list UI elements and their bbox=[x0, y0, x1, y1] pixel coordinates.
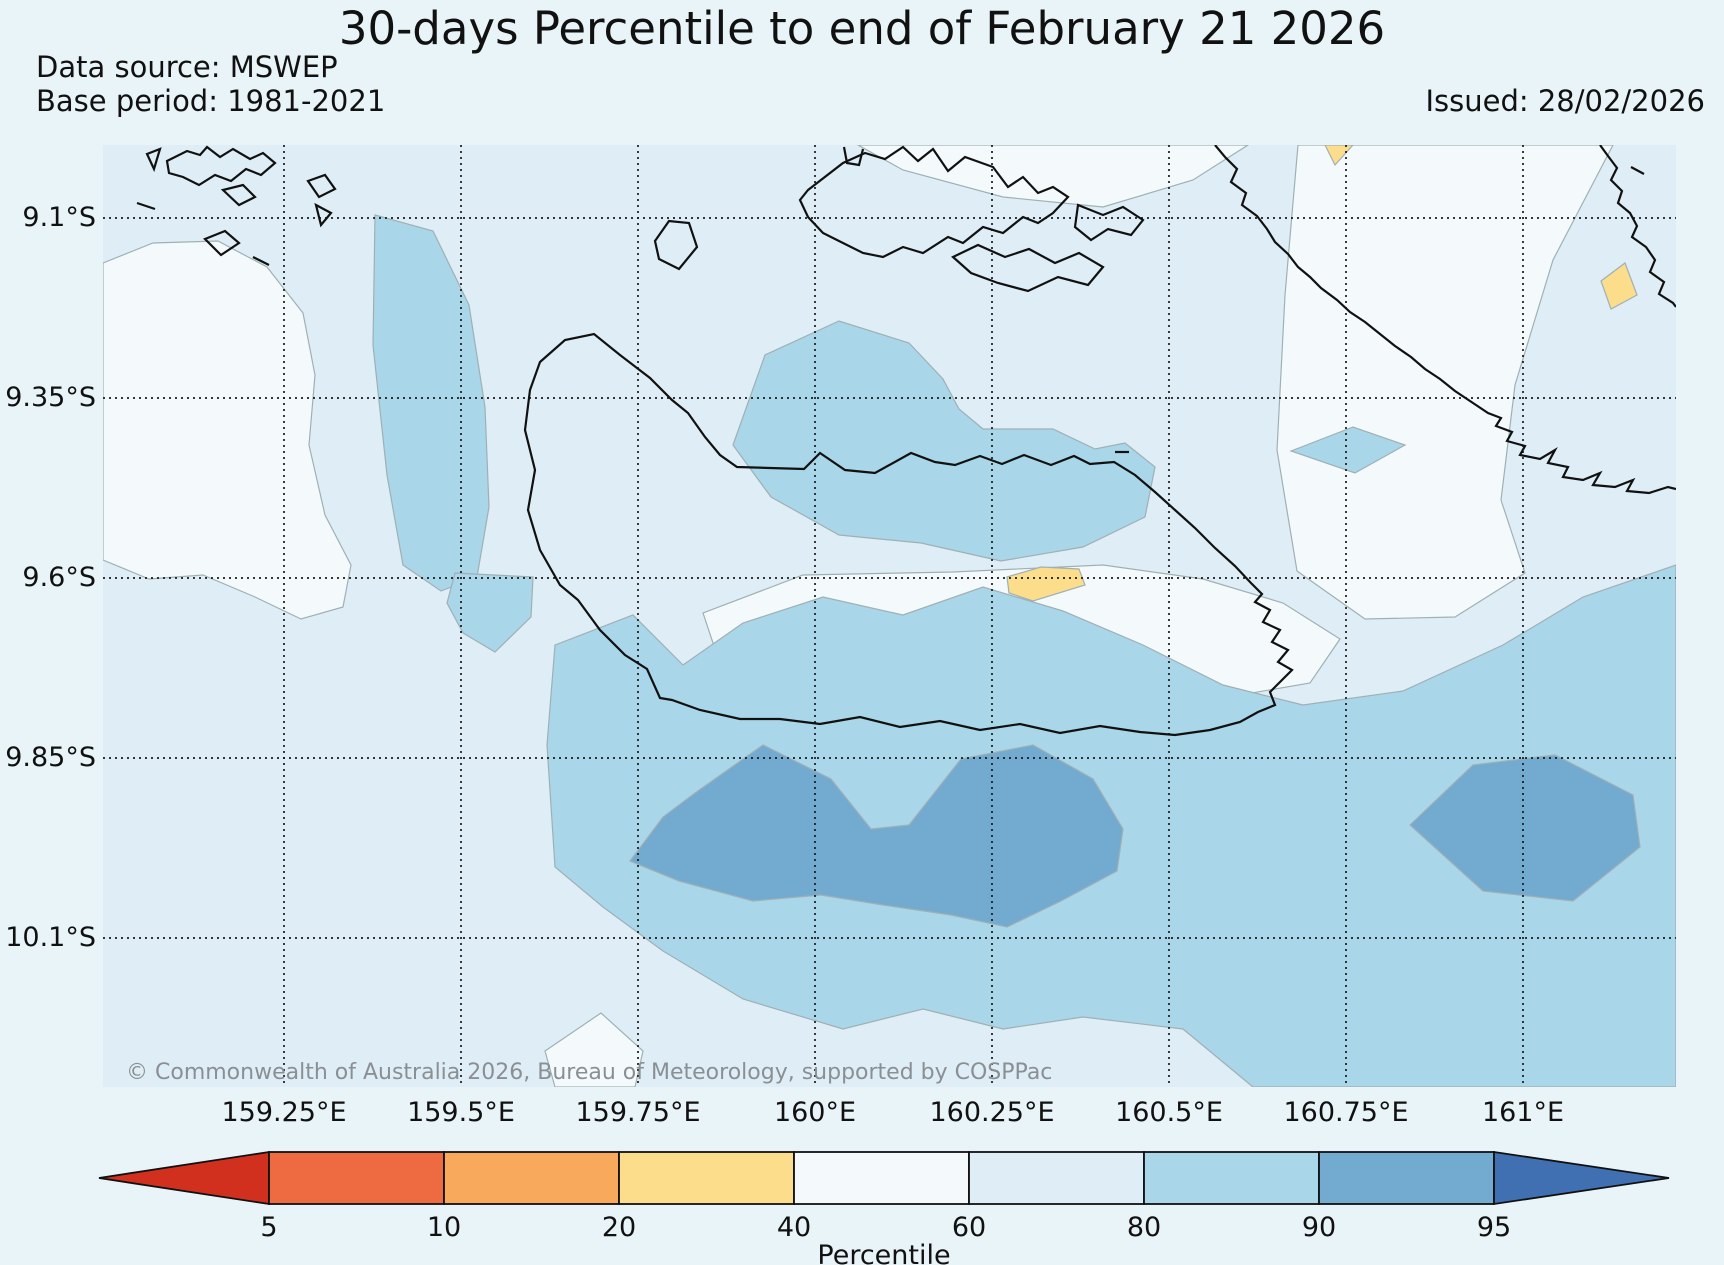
russell-islands-coastline bbox=[203, 229, 241, 257]
region-80-90 bbox=[732, 320, 1156, 562]
x-axis-tick-label: 160.75°E bbox=[1283, 1097, 1409, 1128]
y-axis-tick-label: 10.1°S bbox=[5, 922, 96, 953]
colorbar-segment-90-95 bbox=[1318, 1151, 1495, 1205]
copyright-text: © Commonwealth of Australia 2026, Bureau… bbox=[126, 1060, 1053, 1085]
russell-islands-coastline bbox=[165, 145, 277, 187]
colorbar-arrow-below-5 bbox=[98, 1150, 270, 1206]
colorbar-segment-5-10 bbox=[268, 1151, 445, 1205]
x-axis-tick-label: 160.25°E bbox=[929, 1097, 1055, 1128]
region-20-40 bbox=[1006, 566, 1086, 602]
region-90-95 bbox=[1409, 754, 1641, 902]
region-40-60 bbox=[544, 1012, 644, 1087]
colorbar-segment-10-20 bbox=[443, 1151, 620, 1205]
region-80-90 bbox=[1289, 426, 1407, 474]
savo-island-coastline bbox=[653, 219, 699, 271]
guadalcanal-coastline bbox=[523, 332, 1294, 737]
malaita-coastline bbox=[1214, 145, 1676, 495]
graticule-grid bbox=[103, 145, 1676, 1087]
y-axis-tick-label: 9.1°S bbox=[22, 202, 96, 233]
islet-coastline bbox=[842, 146, 865, 167]
russell-islands-coastline bbox=[145, 147, 162, 173]
percentile-colorbar bbox=[98, 1150, 1670, 1206]
base-period-label: Base period: 1981-2021 bbox=[36, 84, 386, 118]
colorbar-segment-60-80 bbox=[968, 1151, 1145, 1205]
coastline-fragment bbox=[136, 201, 156, 211]
region-40-60 bbox=[103, 240, 352, 620]
coastline-fragment bbox=[252, 256, 270, 266]
colorbar-segment-20-40 bbox=[618, 1151, 795, 1205]
colorbar-segments bbox=[98, 1150, 1670, 1206]
florida-islands-coastline bbox=[951, 243, 1105, 293]
x-axis-tick-label: 160°E bbox=[773, 1097, 857, 1128]
x-axis-tick-label: 159.75°E bbox=[575, 1097, 701, 1128]
issued-label: Issued: 28/02/2026 bbox=[1425, 84, 1705, 118]
colorbar-tick-label: 40 bbox=[776, 1212, 812, 1243]
russell-islands-coastline bbox=[306, 173, 337, 199]
colorbar-axis-label: Percentile bbox=[817, 1240, 951, 1265]
russell-islands-coastline bbox=[314, 202, 333, 228]
data-source-label: Data source: MSWEP bbox=[36, 50, 338, 84]
region-80-90 bbox=[446, 572, 534, 653]
coastlines bbox=[136, 145, 1676, 737]
florida-islands-coastline bbox=[1073, 203, 1145, 242]
colorbar-arrow-above-95 bbox=[1493, 1150, 1670, 1206]
colorbar-segment-40-60 bbox=[793, 1151, 970, 1205]
colorbar-tick-label: 60 bbox=[951, 1212, 987, 1243]
contour-regions bbox=[103, 145, 1676, 1087]
x-axis-tick-label: 160.5°E bbox=[1115, 1097, 1223, 1128]
y-axis-tick-label: 9.6°S bbox=[22, 562, 96, 593]
florida-islands-coastline bbox=[798, 145, 1070, 259]
page-title: 30-days Percentile to end of February 21… bbox=[338, 2, 1386, 55]
colorbar-tick-label: 10 bbox=[426, 1212, 462, 1243]
x-axis-tick-label: 161°E bbox=[1481, 1097, 1565, 1128]
colorbar-tick-label: 95 bbox=[1476, 1212, 1512, 1243]
colorbar-tick-label: 90 bbox=[1301, 1212, 1337, 1243]
colorbar-segment-80-90 bbox=[1143, 1151, 1320, 1205]
region-20-40 bbox=[1324, 145, 1354, 167]
percentile-map bbox=[103, 145, 1676, 1087]
malaita-coastline bbox=[1599, 145, 1676, 308]
region-90-95 bbox=[629, 744, 1124, 928]
y-axis-tick-label: 9.85°S bbox=[5, 742, 96, 773]
russell-islands-coastline bbox=[220, 183, 257, 207]
colorbar-tick-label: 20 bbox=[601, 1212, 637, 1243]
region-20-40 bbox=[1600, 262, 1638, 310]
y-axis-tick-label: 9.35°S bbox=[5, 382, 96, 413]
coastline-fragment bbox=[1630, 166, 1645, 175]
colorbar-tick-label: 80 bbox=[1126, 1212, 1162, 1243]
x-axis-tick-label: 159.5°E bbox=[407, 1097, 515, 1128]
x-axis-tick-label: 159.25°E bbox=[221, 1097, 347, 1128]
colorbar-tick-label: 5 bbox=[260, 1212, 278, 1243]
region-40-60 bbox=[856, 145, 1250, 208]
